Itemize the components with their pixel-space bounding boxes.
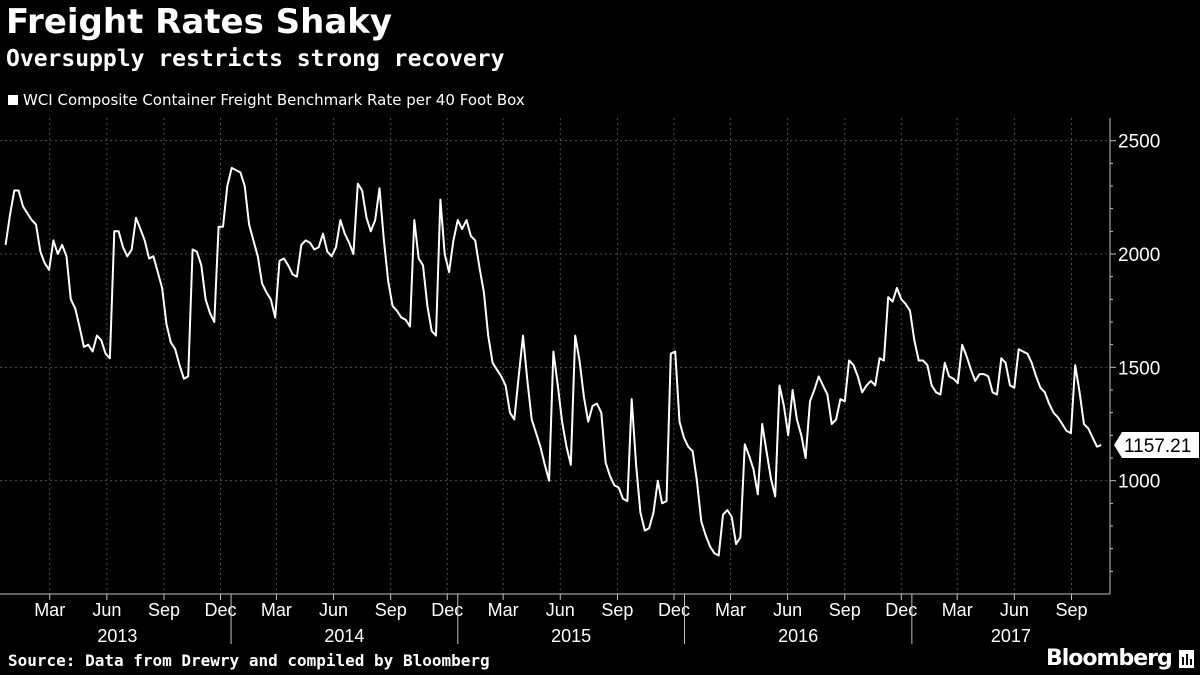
legend-label: WCI Composite Container Freight Benchmar… [23,91,525,109]
x-tick-label: Sep [601,600,633,620]
x-tick-label: Jun [319,600,348,620]
bloomberg-chart-icon [1179,650,1194,668]
x-tick-label: Dec [205,600,237,620]
last-value-callout: 1157.21 [1114,432,1199,459]
x-tick-label: Sep [829,600,861,620]
chart-subtitle: Oversupply restricts strong recovery [6,46,505,72]
x-tick-label: Mar [942,600,973,620]
x-tick-label: Jun [92,600,121,620]
source-note: Source: Data from Drewry and compiled by… [8,651,490,670]
legend-swatch [8,95,18,105]
year-label: 2017 [991,626,1031,646]
x-tick-label: Dec [658,600,690,620]
year-label: 2014 [324,626,364,646]
x-tick-label: Jun [546,600,575,620]
x-tick-label: Sep [1055,600,1087,620]
x-tick-label: Dec [885,600,917,620]
x-tick-label: Mar [488,600,519,620]
y-tick-label: 1500 [1118,358,1160,379]
y-tick-label: 2000 [1118,245,1160,266]
legend: WCI Composite Container Freight Benchmar… [8,91,525,109]
year-label: 2016 [778,626,818,646]
y-tick-label: 1000 [1118,472,1160,493]
year-label: 2013 [97,626,137,646]
x-tick-label: Dec [431,600,463,620]
chart-title: Freight Rates Shaky [6,2,393,42]
last-value-label: 1157.21 [1124,436,1191,457]
x-tick-label: Jun [1000,600,1029,620]
x-tick-label: Mar [34,600,65,620]
x-tick-label: Sep [148,600,180,620]
y-tick-label: 2500 [1118,132,1160,153]
x-tick-label: Mar [261,600,292,620]
x-tick-label: Mar [715,600,746,620]
x-tick-label: Jun [773,600,802,620]
series-line [4,166,1102,557]
brand-logo-text: Bloomberg [1046,646,1173,671]
year-label: 2015 [551,626,591,646]
x-tick-label: Sep [375,600,407,620]
